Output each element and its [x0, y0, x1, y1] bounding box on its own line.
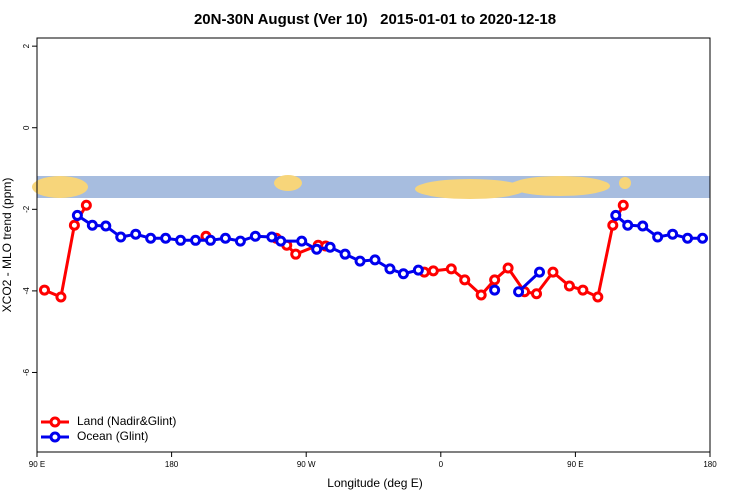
y-axis-label: XCO2 - MLO trend (ppm) [0, 178, 14, 313]
data-point [592, 291, 604, 303]
data-point [190, 234, 202, 246]
chart-title: 20N-30N August (Ver 10) 2015-01-01 to 20… [194, 11, 556, 28]
legend-label: Land (Nadir&Glint) [77, 414, 176, 428]
data-point [249, 230, 261, 242]
data-point [682, 232, 694, 244]
data-point [459, 274, 471, 286]
y-tick-label: 0 [22, 125, 31, 130]
data-point [80, 199, 92, 211]
data-point [412, 264, 424, 276]
data-point [115, 231, 127, 243]
data-point [445, 263, 457, 275]
data-point [354, 255, 366, 267]
data-point [160, 232, 172, 244]
x-tick-label: 180 [165, 460, 179, 469]
data-point [617, 199, 629, 211]
x-tick-label: 90 W [297, 460, 316, 469]
y-tick-label: 2 [22, 43, 31, 48]
data-point [384, 263, 396, 275]
data-point [622, 219, 634, 231]
data-point [275, 235, 287, 247]
x-tick-label: 90 E [567, 460, 583, 469]
data-point [607, 219, 619, 231]
data-point [266, 231, 278, 243]
data-point [145, 232, 157, 244]
data-point [531, 288, 543, 300]
data-point [290, 248, 302, 260]
data-point [513, 286, 525, 298]
data-point [547, 266, 559, 278]
legend-marker [49, 416, 61, 428]
data-point [610, 209, 622, 221]
legend-marker [49, 431, 61, 443]
map-band [32, 175, 710, 199]
x-tick-label: 0 [439, 460, 444, 469]
data-point [577, 284, 589, 296]
data-point [68, 219, 80, 231]
legend-label: Ocean (Glint) [77, 429, 148, 443]
data-point [130, 228, 142, 240]
data-point [175, 234, 187, 246]
data-point [204, 234, 216, 246]
legend: Land (Nadir&Glint)Ocean (Glint) [41, 414, 176, 443]
data-point [427, 265, 439, 277]
data-point [86, 219, 98, 231]
data-point [652, 231, 664, 243]
data-point [489, 274, 501, 286]
x-axis-label: Longitude (deg E) [327, 476, 422, 490]
data-point [475, 289, 487, 301]
data-point [38, 284, 50, 296]
data-point [311, 243, 323, 255]
data-point [100, 220, 112, 232]
data-point [667, 228, 679, 240]
data-point [234, 235, 246, 247]
x-tick-label: 180 [703, 460, 717, 469]
data-point [563, 280, 575, 292]
y-tick-label: -6 [22, 368, 31, 376]
data-point [502, 262, 514, 274]
data-point [71, 209, 83, 221]
data-point [296, 235, 308, 247]
data-point [324, 241, 336, 253]
y-tick-label: -4 [22, 287, 31, 295]
data-point [637, 220, 649, 232]
data-point [219, 232, 231, 244]
data-point [397, 268, 409, 280]
x-tick-label: 90 E [29, 460, 45, 469]
data-point [489, 284, 501, 296]
data-point [369, 254, 381, 266]
data-point [697, 232, 709, 244]
data-point [534, 266, 546, 278]
data-point [339, 248, 351, 260]
y-tick-label: -2 [22, 205, 31, 213]
data-point [55, 291, 67, 303]
plot-frame [36, 37, 711, 453]
